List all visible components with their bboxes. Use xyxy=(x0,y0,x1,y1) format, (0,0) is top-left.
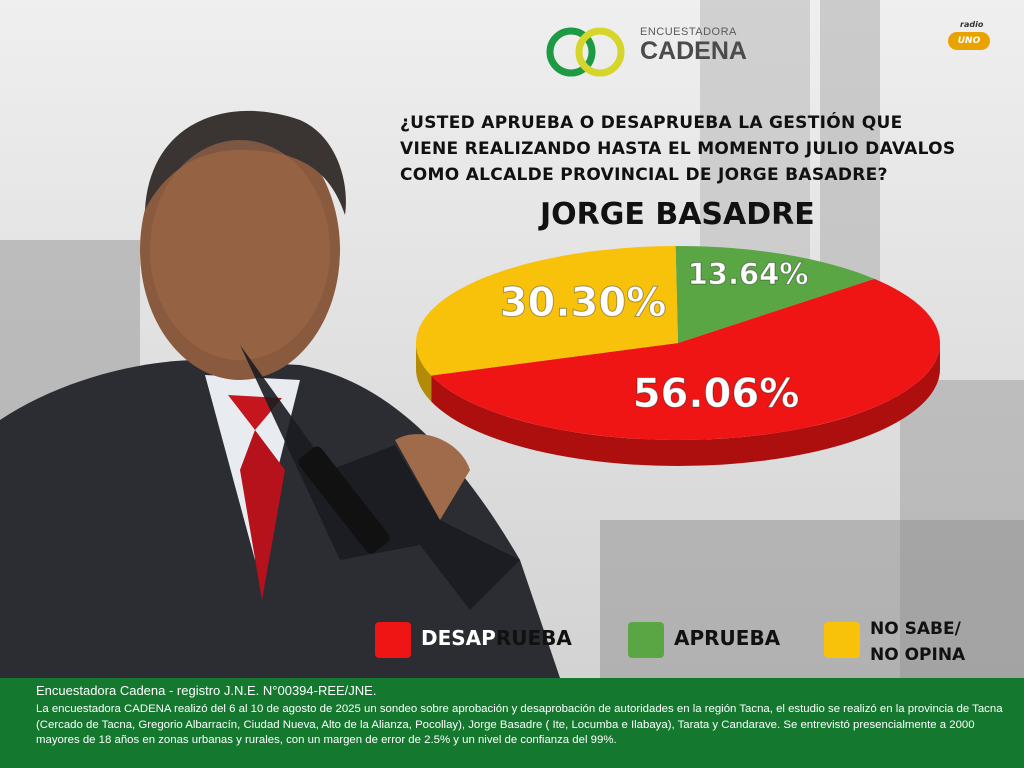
brand-logo: ENCUESTADORA CADENA xyxy=(545,22,747,82)
pie-label-aprueba: 13.64% xyxy=(688,257,809,291)
pie-side-desaprueba xyxy=(431,343,940,466)
survey-question: ¿USTED APRUEBA O DESAPRUEBA LA GESTIÓN Q… xyxy=(400,113,956,185)
pie-slice-desaprueba xyxy=(431,278,940,440)
brand-name: CADENA xyxy=(640,37,747,65)
brand-top-text: ENCUESTADORA xyxy=(640,26,737,38)
footer-disclaimer: Encuestadora Cadena - registro J.N.E. N°… xyxy=(0,678,1024,768)
legend-swatch-yellow xyxy=(824,622,860,658)
legend-label-desaprueba: DESAPRUEBA xyxy=(421,626,572,650)
footer-registry: Encuestadora Cadena - registro J.N.E. N°… xyxy=(36,683,377,698)
region-title: JORGE BASADRE xyxy=(540,197,815,232)
footer-methodology: La encuestadora CADENA realizó del 6 al … xyxy=(36,703,1003,746)
legend-label-aprueba: APRUEBA xyxy=(674,626,781,650)
pie-slice-aprueba xyxy=(675,246,875,343)
pie-top xyxy=(416,246,940,440)
brand-rings-icon xyxy=(546,27,625,77)
pie-side xyxy=(416,343,940,466)
legend-swatch-red xyxy=(375,622,411,658)
pie-label-no-sabe-no-opina: 30.30% xyxy=(500,280,667,326)
pie-side-no-sabe-no-opina xyxy=(416,343,432,402)
pie-slice-no-sabe-no-opina xyxy=(416,246,678,376)
radio-name: UNO xyxy=(948,32,990,50)
radio-logo: radio UNO xyxy=(946,20,994,58)
legend-swatch-green xyxy=(628,622,664,658)
legend-label-nosabe: NO SABE/NO OPINA xyxy=(870,619,966,665)
pie-labels: 13.64% 56.06% 30.30% xyxy=(499,257,809,418)
radio-top-text: radio xyxy=(960,20,984,29)
pie-label-desaprueba: 56.06% xyxy=(633,371,800,417)
person-photo xyxy=(0,110,560,678)
